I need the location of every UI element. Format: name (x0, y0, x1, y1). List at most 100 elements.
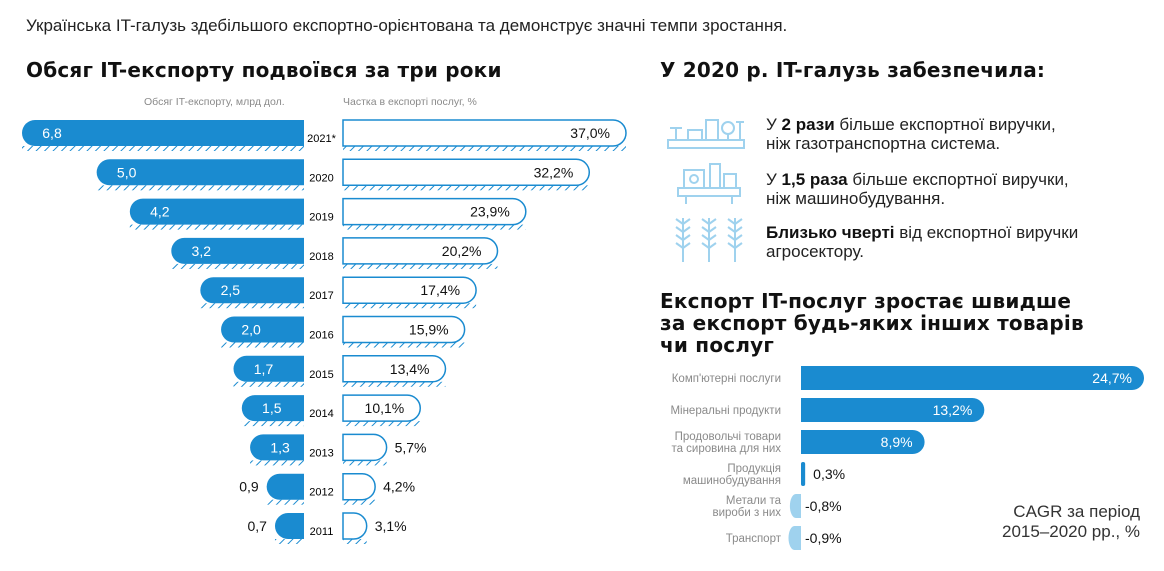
volume-bar (266, 473, 304, 500)
share-bar-hatch (343, 539, 367, 544)
cagr-title-line1: Експорт IT-послуг зростає швидше (660, 289, 1072, 313)
share-bar (342, 512, 368, 540)
volume-bar (200, 277, 304, 304)
year-label: 2016 (309, 330, 333, 342)
volume-bar (241, 395, 304, 422)
year-label: 2011 (310, 526, 334, 538)
cagr-value-label: 8,9% (881, 434, 913, 450)
share-bar (342, 276, 477, 304)
volume-bar (274, 513, 304, 539)
volume-value-label: 0,9 (239, 479, 259, 495)
volume-bar (171, 237, 304, 264)
cagr-bar (801, 398, 985, 422)
volume-bar-hatch (274, 539, 304, 544)
volume-bar-hatch (241, 421, 304, 427)
volume-value-label: 3,2 (192, 243, 212, 259)
cagr-value-label: 13,2% (933, 402, 973, 418)
share-value-label: 23,9% (470, 204, 510, 220)
share-bar-hatch (343, 303, 477, 309)
share-value-label: 4,2% (383, 479, 415, 495)
share-bar-hatch (343, 421, 421, 427)
cagr-category-label: Метали та (726, 495, 782, 507)
cagr-value-label: 0,3% (813, 466, 845, 482)
share-bar (342, 237, 499, 265)
volume-value-label: 1,7 (254, 361, 274, 377)
cagr-category-label: вироби з них (712, 507, 781, 519)
volume-value-label: 0,7 (248, 518, 268, 534)
left-chart-title: Обсяг IT-експорту подвоївся за три роки (26, 58, 502, 82)
cagr-category-label: та сировина для них (671, 443, 781, 455)
fact-gas: У 2 рази більше експортної виручки, ніж … (766, 115, 1056, 153)
share-bar-hatch (343, 460, 387, 466)
volume-value-label: 4,2 (150, 204, 170, 220)
volume-value-label: 1,5 (262, 400, 282, 416)
year-label: 2020 (309, 172, 333, 184)
fact-gas-pre: У (766, 115, 782, 134)
fact-machine-line2: ніж машинобудування. (766, 189, 946, 208)
share-bar-hatch (343, 381, 446, 387)
cagr-category-label: Транспорт (726, 533, 782, 545)
volume-value-label: 1,3 (270, 439, 290, 455)
volume-bar-hatch (250, 460, 304, 466)
year-label: 2017 (309, 290, 333, 302)
volume-bar (96, 159, 304, 186)
volume-bar-hatch (22, 146, 304, 151)
share-bar (342, 158, 591, 187)
fact-agro: Близько чверті від експортної виручки аг… (766, 223, 1078, 261)
share-bar-hatch (343, 342, 465, 348)
share-value-label: 5,7% (395, 439, 427, 455)
cagr-value-label: -0,9% (805, 530, 842, 546)
cagr-note: CAGR за період 2015–2020 рр., % (940, 502, 1140, 542)
year-label: 2018 (309, 251, 333, 263)
cagr-category-label: машинобудування (683, 475, 781, 487)
cagr-bar (789, 494, 801, 518)
volume-bar-hatch (129, 224, 304, 230)
intro-text: Українська IT-галузь здебільшого експорт… (26, 16, 788, 35)
share-bar-hatch (343, 499, 376, 505)
machine-tool-icon (677, 163, 741, 204)
share-value-label: 3,1% (375, 518, 407, 534)
cagr-title-line3: чи послуг (660, 333, 775, 357)
year-label: 2014 (309, 408, 333, 420)
volume-value-label: 5,0 (117, 164, 137, 180)
fact-gas-line2: ніж газотранспортна система. (766, 134, 1001, 153)
cagr-category-label: Мінеральні продукти (670, 405, 781, 417)
fact-gas-rest: більше експортної виручки, (834, 115, 1056, 134)
share-bar (342, 315, 466, 344)
year-label: 2021* (307, 133, 336, 145)
volume-value-label: 6,8 (42, 125, 62, 141)
share-value-label: 17,4% (420, 282, 460, 298)
volume-bar (22, 120, 304, 146)
volume-bar-hatch (96, 185, 304, 191)
cagr-category-label: Комп'ютерні послуги (672, 373, 781, 385)
gas-pipeline-icon (667, 119, 745, 149)
cagr-chart: Комп'ютерні послуги 24,7% Мінеральні проду… (670, 366, 1144, 550)
fact-machine: У 1,5 раза більше експортної виручки, ні… (766, 170, 1069, 208)
volume-bar-hatch (221, 342, 304, 348)
share-bar-hatch (343, 224, 526, 230)
share-value-label: 32,2% (534, 164, 574, 180)
fact-machine-pre: У (766, 170, 782, 189)
volume-value-label: 2,0 (241, 322, 261, 338)
share-bar (342, 394, 421, 422)
cagr-note-line1: CAGR за період (1013, 502, 1140, 521)
year-label: 2012 (309, 487, 333, 499)
right-title: У 2020 р. IT-галузь забезпечила: (660, 58, 1046, 82)
volume-value-label: 2,5 (221, 282, 241, 298)
share-value-label: 15,9% (409, 322, 449, 338)
share-bar (342, 197, 527, 226)
volume-bar-hatch (200, 303, 304, 309)
share-bar-hatch (343, 146, 626, 151)
year-label: 2015 (309, 369, 333, 381)
cagr-value-label: 24,7% (1092, 370, 1132, 386)
cagr-bar (801, 462, 806, 486)
fact-gas-bold: 2 рази (781, 115, 835, 134)
cagr-title-line2: за експорт будь-яких інших товарів (660, 311, 1084, 335)
cagr-value-label: -0,8% (805, 498, 842, 514)
volume-bar (233, 355, 304, 382)
share-bar (342, 433, 388, 462)
fact-machine-rest: більше експортної виручки, (847, 170, 1069, 189)
share-bar (342, 119, 627, 147)
volume-bar-hatch (171, 263, 304, 269)
fact-agro-bold: Близько чверті (766, 223, 895, 242)
